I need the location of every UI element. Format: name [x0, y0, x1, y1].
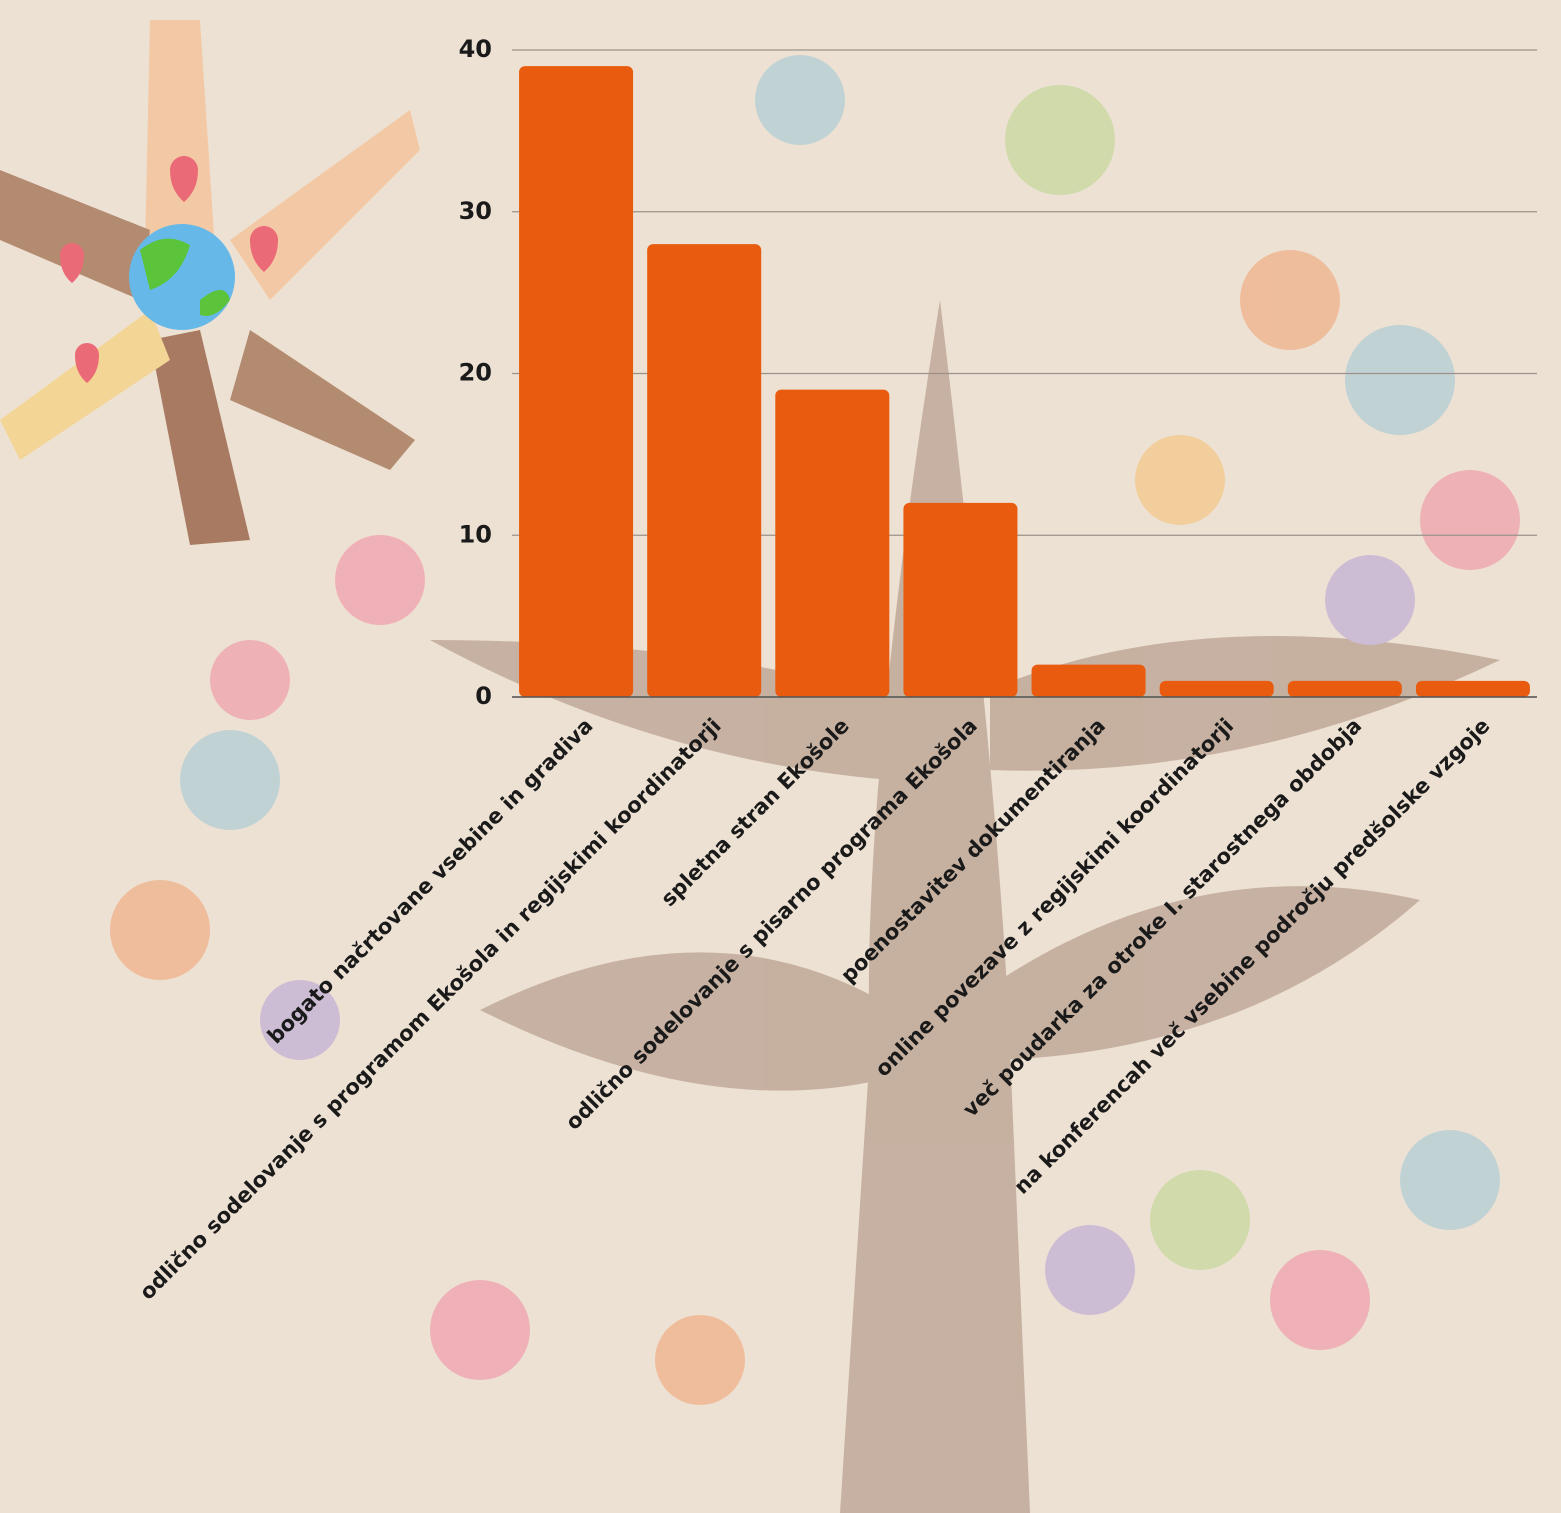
y-tick-label: 10	[459, 520, 492, 548]
y-tick-label: 40	[459, 35, 492, 63]
y-tick-label: 0	[475, 682, 492, 710]
decoration	[110, 55, 1520, 1513]
illustration	[0, 20, 420, 545]
bar	[1287, 680, 1402, 697]
y-tick-label: 20	[459, 359, 492, 387]
bar	[1159, 680, 1274, 697]
bar	[775, 389, 890, 697]
bar	[1031, 664, 1146, 697]
bar	[519, 66, 634, 698]
bar	[647, 244, 762, 697]
bar	[903, 502, 1018, 697]
y-tick-label: 30	[459, 197, 492, 225]
bar	[1415, 680, 1530, 697]
